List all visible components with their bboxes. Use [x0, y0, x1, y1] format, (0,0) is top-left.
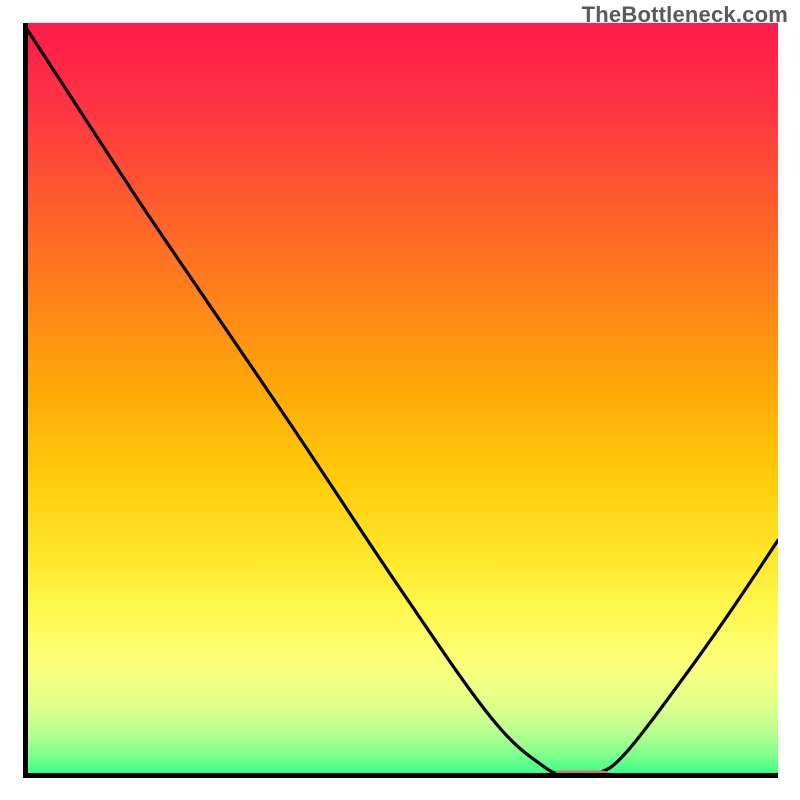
gradient-background [23, 23, 778, 778]
plot-svg [23, 23, 778, 778]
plot-area [23, 23, 778, 778]
chart-container: TheBottleneck.com [0, 0, 800, 800]
